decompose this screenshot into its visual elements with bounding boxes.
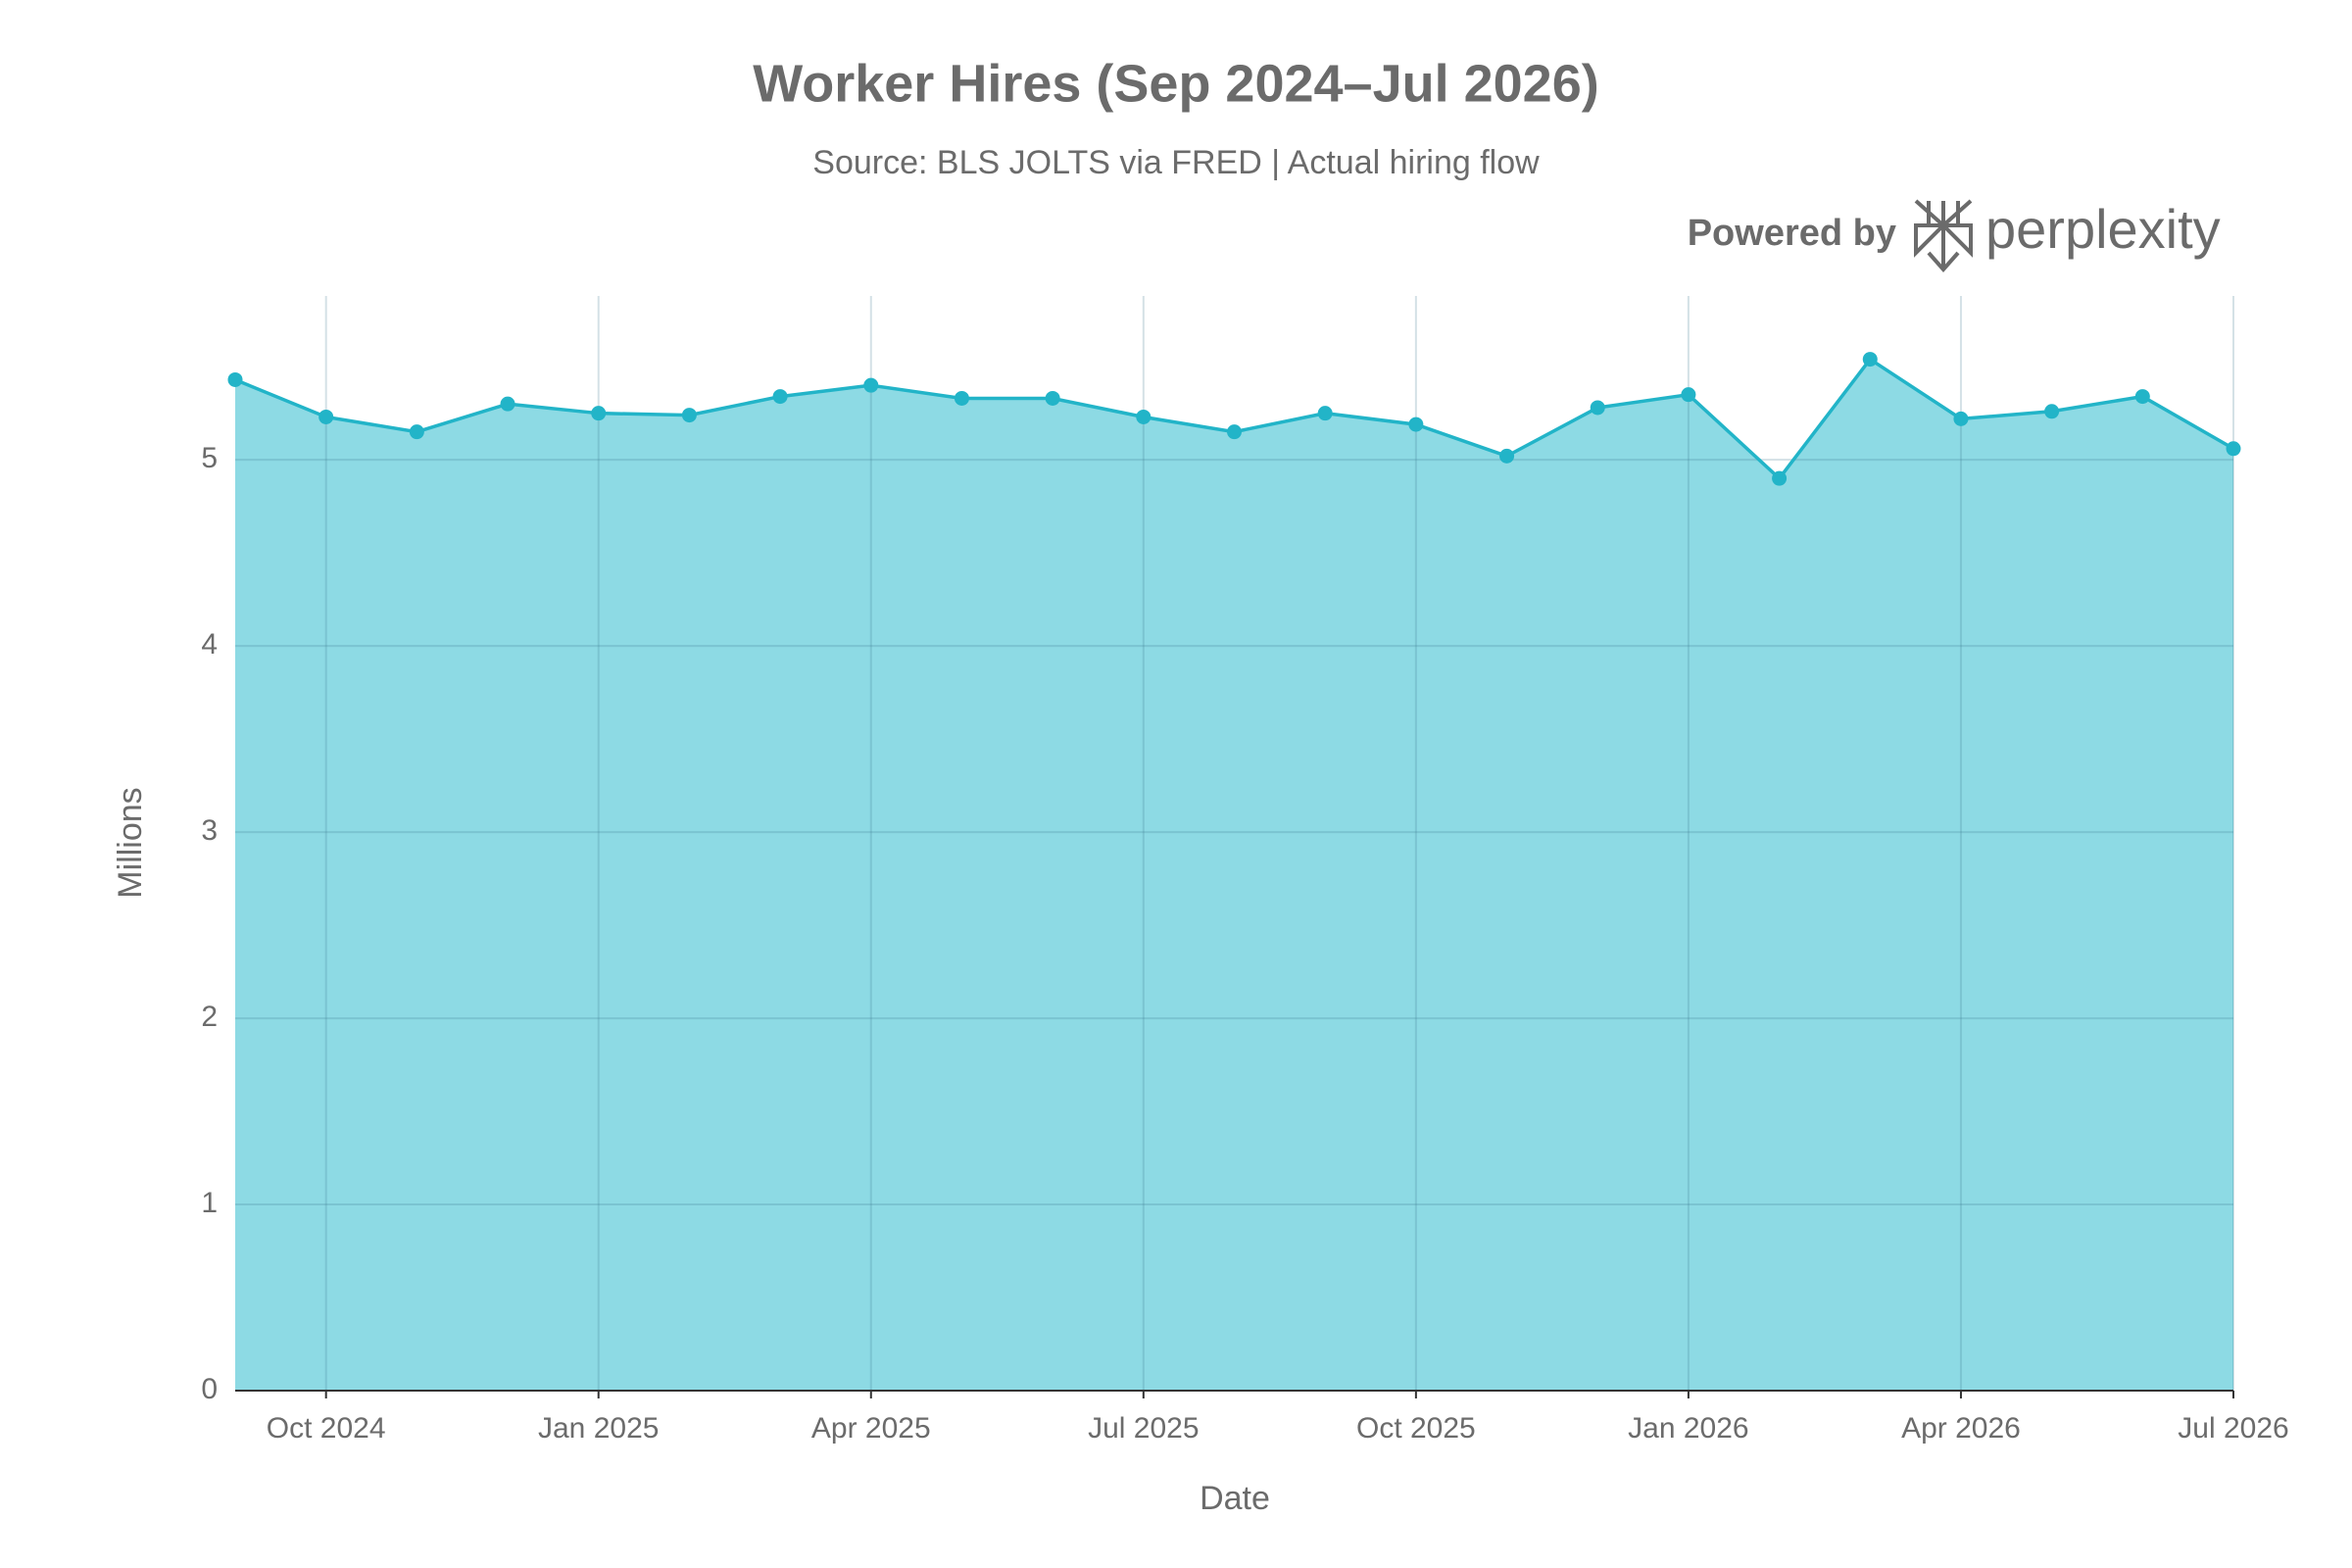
marker [1136,409,1152,424]
marker [954,390,969,406]
area [235,359,2233,1392]
marker [227,371,243,387]
marker [2134,389,2150,405]
chart-subtitle: Source: BLS JOLTS via FRED | Actual hiri… [812,144,1540,181]
marker [681,408,697,423]
x-tick-label: Jul 2025 [1088,1412,1199,1445]
marker [1499,448,1515,464]
y-tick-label: 2 [201,1001,218,1033]
marker [1408,416,1424,432]
marker [1317,406,1333,421]
x-tick-label: Oct 2024 [267,1412,386,1445]
marker [1590,400,1605,416]
y-tick-label: 4 [201,628,218,661]
marker [1045,390,1060,406]
marker [1681,387,1696,403]
marker [500,396,515,412]
perplexity-logo [1914,199,1973,273]
marker [2044,404,2060,419]
y-tick-label: 5 [201,442,218,474]
x-tick-label: Jul 2026 [2178,1412,2288,1445]
x-tick-label: Apr 2025 [811,1412,931,1445]
marker [1227,424,1242,440]
x-tick-label: Jan 2026 [1628,1412,1748,1445]
y-axis-label: Millions [112,787,149,898]
branding-name: perplexity [1985,198,2221,260]
marker [2226,441,2241,457]
y-tick-label: 0 [201,1373,218,1405]
marker [318,409,334,424]
x-axis-label: Date [1200,1480,1270,1517]
y-tick-label: 1 [201,1187,218,1219]
y-tick-label: 3 [201,814,218,847]
marker [863,377,879,393]
marker [1953,411,1969,426]
marker [1772,470,1788,486]
marker [409,424,424,440]
x-tick-label: Apr 2026 [1901,1412,2021,1445]
marker [591,406,607,421]
x-tick-label: Oct 2025 [1356,1412,1476,1445]
marker [1862,352,1878,368]
marker [772,389,788,405]
chart-title: Worker Hires (Sep 2024–Jul 2026) [753,54,1598,113]
x-tick-label: Jan 2025 [538,1412,659,1445]
branding-prefix: Powered by [1688,213,1896,254]
